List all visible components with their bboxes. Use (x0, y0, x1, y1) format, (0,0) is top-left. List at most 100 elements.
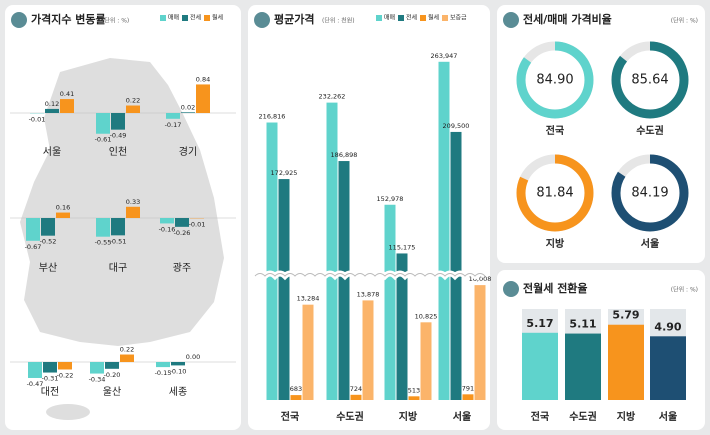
value-label: 5.17 (526, 317, 553, 330)
bar (45, 108, 59, 113)
value-label: 0.02 (181, 103, 195, 111)
bar (120, 354, 134, 362)
bar (350, 394, 362, 400)
map (46, 404, 90, 420)
value-label: 0.22 (126, 97, 140, 105)
panel (497, 5, 705, 263)
value-label: 263,947 (431, 52, 458, 60)
bar (166, 113, 180, 119)
value-label: -0.22 (57, 371, 74, 379)
chart-title: 전월세 전환율 (523, 281, 588, 295)
legend-label: 매매 (384, 14, 395, 22)
category-label: 광주 (173, 262, 191, 274)
value-label: 85.64 (631, 73, 668, 88)
category-label: 지방 (546, 237, 565, 250)
value-label: -0.01 (189, 220, 206, 228)
value-label: 0.22 (120, 346, 134, 354)
value-label: 4.90 (654, 320, 681, 333)
bar (290, 395, 302, 400)
legend-swatch (398, 15, 404, 21)
bar (28, 362, 42, 378)
value-label: 513 (408, 386, 420, 394)
category-label: 서울 (659, 410, 677, 423)
bar (90, 362, 104, 374)
category-label: 수도권 (636, 125, 664, 137)
category-label: 전국 (281, 410, 299, 423)
category-label: 서울 (453, 410, 471, 423)
bar (111, 218, 125, 236)
value-label: 81.84 (536, 186, 573, 201)
category-label: 서울 (43, 146, 61, 158)
bar (384, 204, 396, 400)
value-label: -0.20 (104, 371, 121, 379)
category-label: 대구 (109, 262, 127, 274)
value-label: 84.19 (631, 186, 668, 201)
icon (503, 281, 519, 297)
value-label: 724 (350, 385, 362, 393)
value-label: 115,175 (389, 243, 416, 251)
legend-swatch (420, 15, 426, 21)
value-label: -0.55 (95, 239, 112, 247)
category-label: 경기 (179, 145, 197, 158)
legend-label: 보증금 (450, 15, 467, 22)
legend-swatch (182, 15, 188, 21)
bar (96, 113, 110, 134)
legend-swatch (204, 15, 210, 21)
bar (396, 253, 408, 400)
legend-swatch (442, 15, 448, 21)
legend-label: 전세 (406, 14, 417, 22)
value-label: 5.11 (569, 318, 596, 331)
bar (26, 218, 40, 241)
bar (160, 218, 174, 224)
bar (111, 113, 125, 130)
bar (522, 332, 558, 400)
unit: (단위 : 천원) (322, 17, 355, 25)
bar (175, 218, 189, 227)
value-label: -0.49 (110, 132, 127, 140)
value-label: -0.26 (174, 229, 191, 237)
value-label: -0.61 (95, 136, 112, 144)
bar (362, 300, 374, 400)
bar (302, 304, 314, 400)
category-label: 대전 (41, 386, 59, 398)
bar (41, 218, 55, 236)
bar (462, 394, 474, 400)
bar (565, 333, 601, 400)
value-label: 0.00 (186, 353, 200, 361)
bar (60, 99, 74, 113)
bar (408, 396, 420, 400)
value-label: -0.51 (110, 237, 127, 245)
value-label: 84.90 (536, 73, 573, 88)
bar (126, 105, 140, 113)
category-label: 지방 (399, 410, 418, 423)
value-label: -0.16 (159, 225, 176, 233)
value-label: 13,284 (297, 295, 320, 303)
value-label: -0.34 (89, 376, 106, 384)
value-label: 209,500 (443, 122, 470, 130)
value-label: 791 (462, 384, 474, 392)
value-label: 683 (290, 385, 302, 393)
donut-arc (516, 154, 594, 232)
bar (438, 61, 450, 400)
value-label: 0.33 (126, 198, 140, 206)
bar (420, 322, 432, 400)
category-label: 부산 (39, 262, 57, 274)
bar (58, 362, 72, 370)
unit: (단위 : %) (671, 17, 698, 25)
value-label: 0.12 (45, 100, 59, 108)
value-label: 232,262 (319, 93, 346, 101)
chart-title: 전세/매매 가격비율 (523, 12, 612, 26)
category-label: 전국 (531, 410, 549, 423)
value-label: 13,878 (357, 290, 380, 298)
bar (266, 122, 278, 401)
map (20, 58, 224, 346)
bar (156, 362, 170, 368)
icon (503, 12, 519, 28)
value-label: -0.15 (155, 369, 172, 377)
value-label: 16,008 (469, 275, 492, 283)
bar (278, 179, 290, 400)
bar (650, 336, 686, 400)
bar (181, 112, 195, 113)
axis-break (254, 273, 486, 277)
legend-swatch (160, 15, 166, 21)
